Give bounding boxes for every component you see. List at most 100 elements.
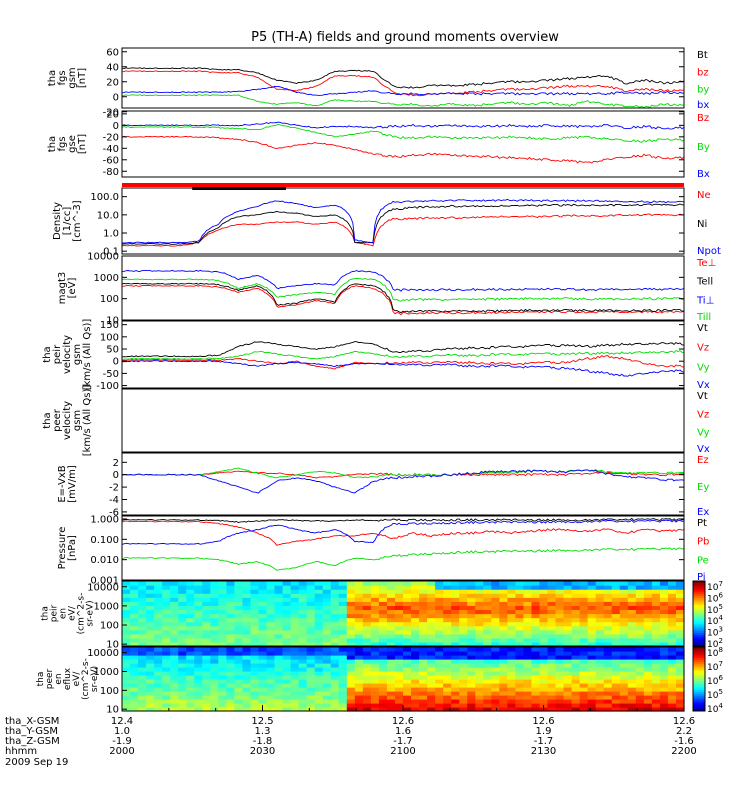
spectrogram-cell (627, 691, 637, 696)
spectrogram-cell (162, 633, 171, 639)
y-axis-label: (cm^2-s- (81, 658, 91, 700)
spectrogram-cell (146, 655, 155, 660)
spectrogram-cell (154, 597, 163, 602)
spectrogram-cell (138, 601, 147, 606)
spectrogram-cell (651, 663, 661, 668)
y-axis-label: tha (41, 606, 51, 621)
spectrogram-cell (394, 633, 404, 639)
panel-frame (121, 255, 685, 321)
spectrogram-cell (659, 691, 669, 696)
ephemeris-value: -1.7 (534, 736, 554, 747)
spectrogram-cell (611, 633, 621, 639)
spectrogram-cell (667, 703, 677, 708)
colorbar-cell (693, 651, 705, 654)
spectrogram-cell (667, 679, 677, 684)
spectrogram-cell (306, 593, 316, 598)
legend-Ni: Ni (697, 219, 707, 230)
spectrogram-cell (290, 593, 300, 598)
spectrogram-cell (290, 667, 300, 672)
spectrogram-cell (266, 663, 276, 668)
spectrogram-cell (667, 707, 677, 712)
spectrogram-cell (322, 667, 332, 672)
spectrogram-cell (571, 641, 581, 647)
spectrogram-cell (475, 651, 484, 656)
spectrogram-cell (338, 651, 348, 656)
spectrogram-cell (226, 647, 235, 652)
spectrogram-cell (483, 683, 492, 688)
spectrogram-cell (354, 667, 364, 672)
spectrogram-cell (627, 637, 637, 643)
spectrogram-cell (579, 687, 589, 692)
spectrogram-cell (579, 679, 589, 684)
spectrogram-cell (234, 699, 244, 704)
spectrogram-cell (507, 667, 516, 672)
spectrogram-cell (491, 703, 500, 708)
spectrogram-cell (523, 675, 533, 680)
spectrogram-cell (322, 675, 332, 680)
spectrogram-cell (178, 637, 187, 643)
spectrogram-cell (419, 671, 428, 676)
spectrogram-cell (362, 699, 372, 704)
spectrogram-cell (226, 629, 235, 635)
spectrogram-cell (282, 637, 292, 643)
spectrogram-cell (435, 695, 444, 700)
spectrogram-cell (635, 597, 645, 602)
spectrogram-cell (394, 593, 404, 598)
spectrogram-cell (242, 691, 252, 696)
spectrogram-cell (427, 641, 436, 647)
spectrogram-cell (619, 593, 629, 598)
spectrogram-cell (386, 625, 396, 631)
spectrogram-cell (234, 597, 244, 602)
spectrogram-cell (427, 589, 436, 594)
spectrogram-cell (234, 655, 244, 660)
spectrogram-cell (330, 651, 340, 656)
spectrogram-cell (579, 605, 589, 611)
spectrogram-cell (186, 629, 195, 635)
spectrogram-cell (290, 637, 300, 643)
spectrogram-cell (394, 625, 404, 631)
y-axis-label: [nPa] (67, 535, 78, 561)
spectrogram-cell (563, 699, 573, 704)
panel-frame (121, 388, 685, 453)
spectrogram-cell (274, 695, 284, 700)
spectrogram-cell (627, 613, 637, 619)
spectrogram-cell (226, 605, 235, 611)
spectrogram-cell (427, 675, 436, 680)
spectrogram-cell (314, 687, 324, 692)
colorbar-cell (693, 639, 705, 643)
spectrogram-cell (611, 637, 621, 643)
spectrogram-cell (250, 637, 260, 643)
spectrogram-cell (435, 667, 444, 672)
spectrogram-cell (378, 679, 388, 684)
colorbar-cell (693, 637, 705, 640)
spectrogram-cell (194, 663, 203, 668)
spectrogram-cell (675, 621, 685, 627)
spectrogram-cell (659, 647, 669, 652)
spectrogram-cell (539, 647, 549, 652)
spectrogram-cell (202, 605, 211, 611)
spectrogram-cell (218, 687, 227, 692)
spectrogram-cell (138, 683, 147, 688)
spectrogram-cell (194, 605, 203, 611)
colorbar-cell (693, 687, 705, 691)
spectrogram-cell (258, 687, 268, 692)
spectrogram-cell (475, 637, 484, 643)
spectrogram-cell (659, 707, 669, 712)
spectrogram-cell (403, 679, 412, 684)
spectrogram-cell (403, 671, 412, 676)
spectrogram-cell (587, 589, 597, 594)
legend-Vx: Vx (697, 444, 710, 455)
spectrogram-cell (419, 703, 428, 708)
spectrogram-cell (459, 687, 468, 692)
spectrogram-cell (443, 691, 452, 696)
spectrogram-cell (306, 585, 316, 590)
spectrogram-cell (194, 625, 203, 631)
spectrogram-cell (619, 675, 629, 680)
spectrogram-cell (282, 633, 292, 639)
spectrogram-cell (491, 597, 500, 602)
spectrogram-cell (146, 605, 155, 611)
spectrogram-cell (659, 637, 669, 643)
spectrogram-cell (122, 683, 131, 688)
